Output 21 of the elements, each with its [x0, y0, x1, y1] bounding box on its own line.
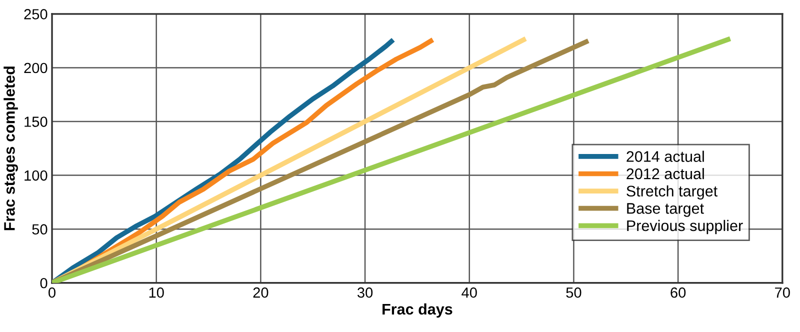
- x-tick-label: 20: [253, 287, 268, 298]
- x-axis-title: Frac days: [382, 303, 452, 318]
- x-tick-label: 50: [566, 287, 582, 298]
- legend-label: 2014 actual: [626, 150, 704, 162]
- y-tick-label: 0: [40, 278, 48, 288]
- x-tick-label: 70: [775, 287, 790, 298]
- y-axis-title: Frac stages completed: [4, 66, 18, 230]
- legend-label: Base target: [627, 203, 704, 217]
- x-tick-label: 40: [462, 287, 477, 298]
- y-tick-label: 50: [32, 224, 48, 235]
- y-tick-label: 100: [24, 170, 48, 181]
- y-tick-label: 150: [24, 116, 48, 127]
- legend-label: 2012 actual: [626, 168, 704, 180]
- x-tick-label: 60: [670, 287, 686, 298]
- x-tick-label: 30: [357, 287, 373, 298]
- legend-label: Previous supplier: [627, 220, 743, 234]
- x-tick-label: 10: [149, 287, 164, 298]
- legend-label: Stretch target: [626, 185, 718, 200]
- y-tick-label: 250: [24, 9, 48, 20]
- x-tick-label: 0: [48, 287, 56, 298]
- y-tick-label: 200: [24, 62, 48, 74]
